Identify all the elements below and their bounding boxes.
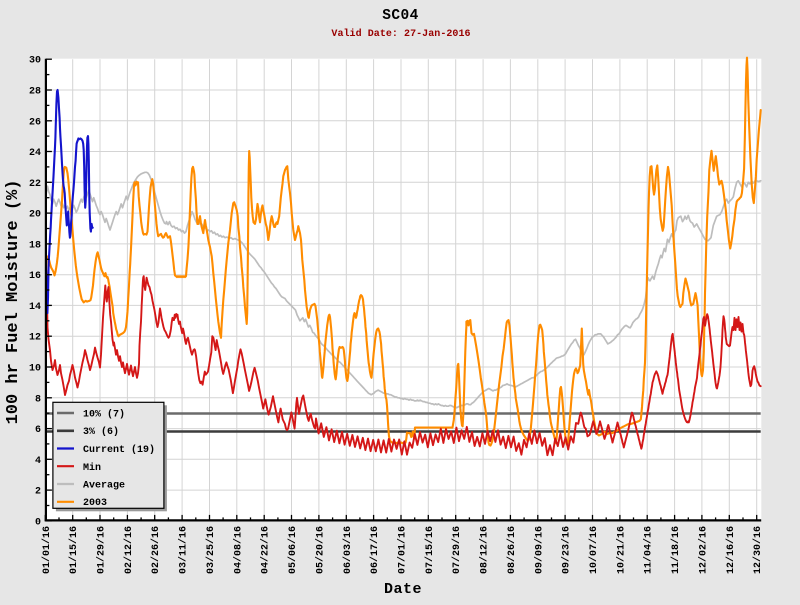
svg-text:01/01/16: 01/01/16 xyxy=(41,526,53,574)
svg-text:08/26/16: 08/26/16 xyxy=(506,526,518,574)
svg-text:12/30/16: 12/30/16 xyxy=(752,526,764,574)
svg-text:08/12/16: 08/12/16 xyxy=(479,526,491,574)
svg-text:6: 6 xyxy=(35,425,41,436)
svg-text:03/25/16: 03/25/16 xyxy=(205,526,217,574)
svg-text:Current (19): Current (19) xyxy=(83,444,155,456)
svg-text:01/15/16: 01/15/16 xyxy=(68,526,80,574)
svg-text:3% (6): 3% (6) xyxy=(83,426,119,438)
svg-text:Valid Date: 27-Jan-2016: Valid Date: 27-Jan-2016 xyxy=(331,28,470,40)
svg-text:4: 4 xyxy=(35,456,41,467)
svg-text:09/09/16: 09/09/16 xyxy=(533,526,545,574)
svg-text:12/16/16: 12/16/16 xyxy=(725,526,737,574)
svg-text:06/03/16: 06/03/16 xyxy=(342,526,354,574)
svg-text:10: 10 xyxy=(29,364,41,375)
svg-text:0: 0 xyxy=(35,517,41,528)
svg-text:03/11/16: 03/11/16 xyxy=(178,526,190,574)
svg-text:30: 30 xyxy=(29,56,41,67)
svg-text:07/01/16: 07/01/16 xyxy=(397,526,409,574)
svg-text:02/26/16: 02/26/16 xyxy=(150,526,162,574)
svg-text:2003: 2003 xyxy=(83,498,107,509)
svg-text:Average: Average xyxy=(83,481,125,492)
svg-text:11/18/16: 11/18/16 xyxy=(670,526,682,574)
svg-text:09/23/16: 09/23/16 xyxy=(561,526,573,574)
svg-text:22: 22 xyxy=(29,179,41,190)
svg-text:02/12/16: 02/12/16 xyxy=(123,526,135,574)
svg-text:10% (7): 10% (7) xyxy=(83,409,125,421)
svg-text:06/17/16: 06/17/16 xyxy=(369,526,381,574)
svg-text:14: 14 xyxy=(29,302,41,313)
svg-text:18: 18 xyxy=(29,240,41,251)
svg-text:01/29/16: 01/29/16 xyxy=(96,526,108,574)
svg-text:20: 20 xyxy=(29,210,41,221)
svg-text:26: 26 xyxy=(29,117,41,128)
svg-text:12: 12 xyxy=(29,333,41,344)
svg-text:05/20/16: 05/20/16 xyxy=(314,526,326,574)
svg-text:2: 2 xyxy=(35,487,41,498)
svg-text:24: 24 xyxy=(29,148,41,159)
svg-text:04/22/16: 04/22/16 xyxy=(260,526,272,574)
svg-text:Min: Min xyxy=(83,462,101,474)
svg-text:05/06/16: 05/06/16 xyxy=(287,526,299,574)
svg-text:10/07/16: 10/07/16 xyxy=(588,526,600,574)
svg-text:16: 16 xyxy=(29,271,41,282)
svg-text:07/15/16: 07/15/16 xyxy=(424,526,436,574)
svg-text:28: 28 xyxy=(29,87,41,98)
svg-text:04/08/16: 04/08/16 xyxy=(232,526,244,574)
svg-text:10/21/16: 10/21/16 xyxy=(615,526,627,574)
svg-text:Date: Date xyxy=(384,581,422,598)
svg-text:11/04/16: 11/04/16 xyxy=(643,526,655,574)
svg-text:SC04: SC04 xyxy=(382,8,418,24)
svg-text:8: 8 xyxy=(35,394,41,405)
svg-text:100 hr Fuel Moisture (%): 100 hr Fuel Moisture (%) xyxy=(4,180,23,425)
svg-text:07/29/16: 07/29/16 xyxy=(451,526,463,574)
svg-text:12/02/16: 12/02/16 xyxy=(697,526,709,574)
